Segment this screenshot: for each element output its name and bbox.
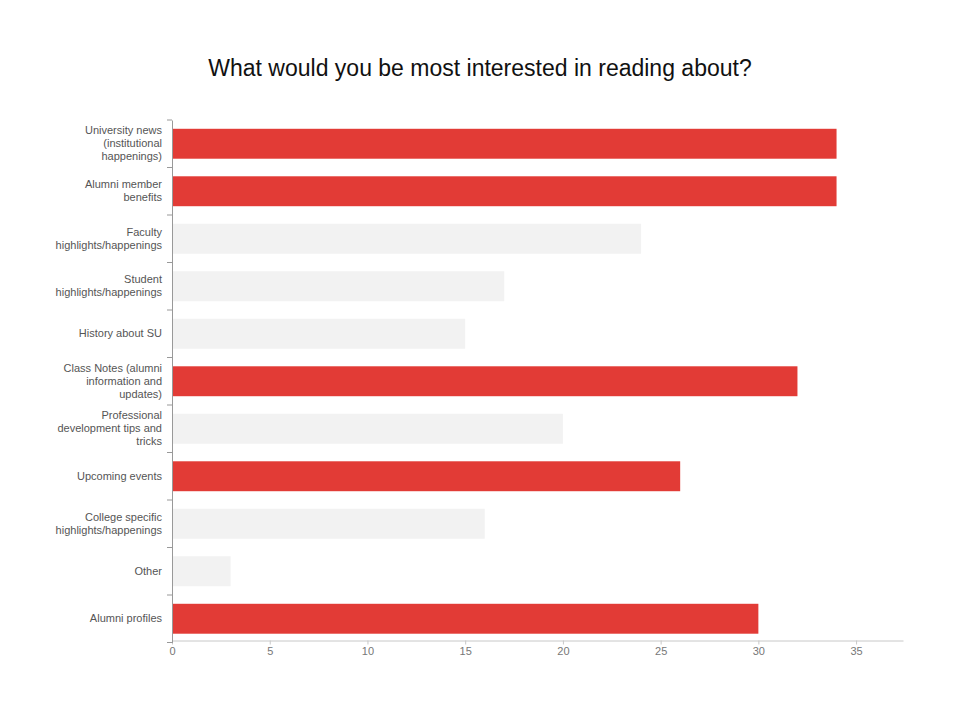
y-tick-label-line: History about SU xyxy=(79,327,162,339)
y-tick: University news(institutionalhappenings) xyxy=(85,124,163,162)
y-tick-label: Professionaldevelopment tips andtricks xyxy=(57,409,162,447)
y-tick-label-line: (institutional xyxy=(103,137,162,149)
y-tick: Class Notes (alumniinformation andupdate… xyxy=(64,362,162,400)
x-tick: 25 xyxy=(655,641,667,658)
y-axis: University news(institutionalhappenings)… xyxy=(56,121,173,644)
x-tick-label: 0 xyxy=(169,645,175,657)
y-tick-label: Class Notes (alumniinformation andupdate… xyxy=(64,362,162,400)
category-separator xyxy=(167,215,172,216)
category-separator xyxy=(167,262,172,263)
x-tick-label: 25 xyxy=(655,645,667,657)
bar xyxy=(172,556,231,586)
x-tick: 5 xyxy=(267,641,273,658)
y-tick-label-line: Class Notes (alumni xyxy=(64,362,162,374)
y-tick-label-line: College specific xyxy=(85,511,163,523)
bars xyxy=(172,129,837,634)
x-tick-mark xyxy=(270,641,271,645)
y-tick-label: Other xyxy=(134,565,162,577)
x-tick-label: 15 xyxy=(460,645,472,657)
category-separator xyxy=(167,452,172,453)
x-tick-label: 5 xyxy=(267,645,273,657)
y-tick: Upcoming events xyxy=(77,470,162,482)
x-tick-label: 10 xyxy=(362,645,374,657)
x-tick: 10 xyxy=(362,641,374,658)
y-tick-label-line: Professional xyxy=(101,409,162,421)
y-axis-line xyxy=(172,121,173,644)
y-tick-label-line: benefits xyxy=(123,191,162,203)
y-tick-label: Studenthighlights/happenings xyxy=(56,273,163,298)
x-axis-line xyxy=(173,641,904,642)
category-separator xyxy=(167,642,172,643)
y-tick: Facultyhighlights/happenings xyxy=(56,226,163,251)
y-tick-label-line: Other xyxy=(134,565,162,577)
category-separator xyxy=(167,167,172,168)
bar xyxy=(172,129,837,159)
x-tick: 35 xyxy=(850,641,862,658)
bar xyxy=(172,509,485,539)
y-tick-label-line: tricks xyxy=(136,435,162,447)
y-tick-label-line: highlights/happenings xyxy=(56,286,163,298)
x-tick-mark xyxy=(661,641,662,645)
y-tick: Other xyxy=(134,565,162,577)
y-tick-label-line: Student xyxy=(124,273,162,285)
bar xyxy=(172,366,797,396)
bar xyxy=(172,604,758,634)
category-separator xyxy=(167,547,172,548)
bar xyxy=(172,319,465,349)
y-tick-label: Alumni profiles xyxy=(90,612,163,624)
x-tick-label: 20 xyxy=(557,645,569,657)
bar xyxy=(172,176,837,206)
category-separator xyxy=(167,120,172,121)
y-tick-label-line: Alumni profiles xyxy=(90,612,163,624)
x-axis: 0 5 10 15 20 25 30 35 xyxy=(169,641,903,658)
y-tick-label-line: happenings) xyxy=(101,150,162,162)
y-tick-label: Alumni memberbenefits xyxy=(85,178,163,203)
category-separator xyxy=(167,595,172,596)
y-tick: Studenthighlights/happenings xyxy=(56,273,163,298)
x-tick-mark xyxy=(758,641,759,645)
y-tick: Alumni memberbenefits xyxy=(85,178,163,203)
y-tick-label: History about SU xyxy=(79,327,162,339)
y-tick-label-line: updates) xyxy=(119,388,162,400)
x-tick: 20 xyxy=(557,641,569,658)
bar xyxy=(172,271,504,301)
y-tick-label-line: Upcoming events xyxy=(77,470,162,482)
title: What would you be most interested in rea… xyxy=(208,55,751,81)
bar xyxy=(172,224,641,254)
chart: What would you be most interested in rea… xyxy=(0,0,960,720)
y-tick-label-line: University news xyxy=(85,124,163,136)
y-tick: Professionaldevelopment tips andtricks xyxy=(57,409,162,447)
category-separator xyxy=(167,310,172,311)
y-tick: History about SU xyxy=(79,327,162,339)
category-separator xyxy=(167,500,172,501)
y-tick: Alumni profiles xyxy=(90,612,163,624)
y-tick-label-line: Faculty xyxy=(127,226,163,238)
y-tick-label: University news(institutionalhappenings) xyxy=(85,124,163,162)
category-separator xyxy=(167,357,172,358)
y-tick-label: Upcoming events xyxy=(77,470,162,482)
y-tick-label-line: Alumni member xyxy=(85,178,162,190)
x-tick-mark xyxy=(856,641,857,645)
x-tick-label: 30 xyxy=(753,645,765,657)
x-tick-label: 35 xyxy=(850,645,862,657)
y-tick-label: College specifichighlights/happenings xyxy=(56,511,163,536)
x-tick-mark xyxy=(465,641,466,645)
y-tick: College specifichighlights/happenings xyxy=(56,511,163,536)
x-tick: 15 xyxy=(460,641,472,658)
x-tick-mark xyxy=(563,641,564,645)
category-separator xyxy=(167,405,172,406)
y-tick-label-line: highlights/happenings xyxy=(56,239,163,251)
y-tick-label: Facultyhighlights/happenings xyxy=(56,226,163,251)
bar xyxy=(172,414,563,444)
x-tick-mark xyxy=(367,641,368,645)
x-tick: 30 xyxy=(753,641,765,658)
y-tick-label-line: highlights/happenings xyxy=(56,524,163,536)
y-tick-label-line: development tips and xyxy=(57,422,162,434)
x-tick: 0 xyxy=(169,641,175,658)
category-separators xyxy=(167,120,172,643)
y-tick-label-line: information and xyxy=(86,375,162,387)
bar xyxy=(172,461,680,491)
